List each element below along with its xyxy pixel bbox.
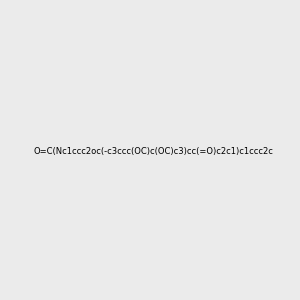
Text: O=C(Nc1ccc2oc(-c3ccc(OC)c(OC)c3)cc(=O)c2c1)c1ccc2c: O=C(Nc1ccc2oc(-c3ccc(OC)c(OC)c3)cc(=O)c2… (34, 147, 274, 156)
